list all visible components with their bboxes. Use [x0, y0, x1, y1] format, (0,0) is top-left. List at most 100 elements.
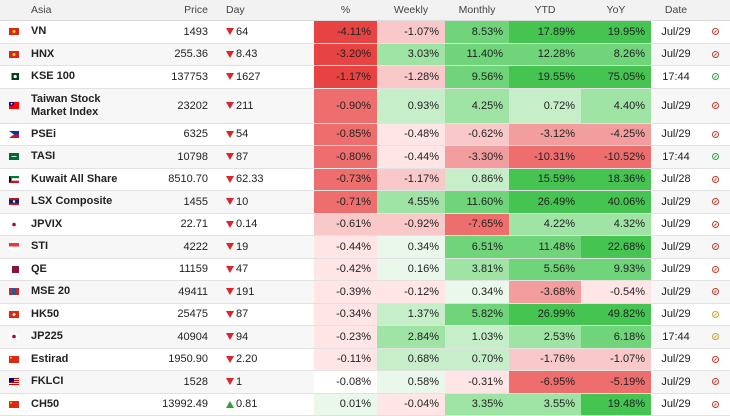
weekly-change-value: 0.58% — [377, 370, 445, 394]
monthly-change-value: -3.30% — [445, 145, 509, 169]
down-arrow-icon — [226, 102, 234, 110]
index-name-link[interactable]: Estirad — [27, 348, 124, 371]
column-header-day[interactable]: Day — [214, 0, 314, 21]
ytd-change-value: 3.55% — [509, 393, 581, 416]
price-value: 10798 — [124, 145, 214, 169]
date-value: 17:44 — [651, 325, 701, 349]
price-value: 1528 — [124, 370, 214, 394]
market-status-icon — [701, 190, 730, 214]
percent-change-value: -0.39% — [314, 280, 377, 304]
weekly-change-value: -1.07% — [377, 20, 445, 44]
index-name-link[interactable]: STI — [27, 235, 124, 259]
table-row[interactable]: Estirad 1950.90 2.20 -0.11% 0.68% 0.70% -1.76%… — [0, 348, 730, 371]
table-row[interactable]: PSEi 6325 54 -0.85% -0.48% -0.62% -3.12% -4.25%… — [0, 123, 730, 146]
yoy-change-value: -0.54% — [581, 280, 651, 304]
day-change-value: 62.33 — [236, 173, 264, 186]
column-header-name[interactable]: Asia — [27, 0, 124, 21]
monthly-change-value: -0.62% — [445, 123, 509, 146]
yoy-change-value: -5.19% — [581, 370, 651, 394]
column-header-monthly[interactable]: Monthly — [445, 0, 509, 21]
table-row[interactable]: MSE 20 49411 191 -0.39% -0.12% 0.34% -3.68% -0.… — [0, 280, 730, 304]
market-status-icon — [701, 168, 730, 191]
down-arrow-icon — [226, 220, 234, 228]
weekly-change-value: -0.92% — [377, 213, 445, 236]
monthly-change-value: 6.51% — [445, 235, 509, 259]
country-flag-icon — [0, 235, 27, 259]
day-change-value: 1627 — [236, 70, 261, 83]
ytd-change-value: 15.59% — [509, 168, 581, 191]
table-row[interactable]: STI 4222 19 -0.44% 0.34% 6.51% 11.48% 22.68% Jul… — [0, 235, 730, 259]
day-change-value: 94 — [236, 330, 249, 343]
table-row[interactable]: CH50 13992.49 0.81 0.01% -0.04% 3.35% 3.55% 19.… — [0, 393, 730, 416]
price-value: 8510.70 — [124, 168, 214, 191]
ytd-change-value: -1.76% — [509, 348, 581, 371]
yoy-change-value: 8.26% — [581, 43, 651, 66]
monthly-change-value: 11.40% — [445, 43, 509, 66]
country-flag-icon — [0, 168, 27, 191]
day-change-value: 87 — [236, 308, 249, 321]
table-row[interactable]: LSX Composite 1455 10 -0.71% 4.55% 11.60% 26.4… — [0, 190, 730, 214]
column-header-percent[interactable]: % — [314, 0, 377, 21]
index-name-link[interactable]: LSX Composite — [27, 190, 124, 214]
percent-change-value: -1.17% — [314, 65, 377, 89]
index-name-link[interactable]: CH50 — [27, 393, 124, 416]
index-name-link[interactable]: Taiwan Stock Market Index — [27, 88, 124, 124]
column-header-yoy[interactable]: YoY — [581, 0, 651, 21]
down-arrow-icon — [226, 265, 234, 273]
table-row[interactable]: HNX 255.36 8.43 -3.20% 3.03% 11.40% 12.28% 8.26… — [0, 43, 730, 66]
date-value: Jul/28 — [651, 168, 701, 191]
down-arrow-icon — [226, 130, 234, 138]
index-name-link[interactable]: JPVIX — [27, 213, 124, 236]
table-row[interactable]: JP225 40904 94 -0.23% 2.84% 1.03% 2.53% 6.18% 17… — [0, 325, 730, 349]
index-name-link[interactable]: TASI — [27, 145, 124, 169]
index-name-link[interactable]: VN — [27, 20, 124, 44]
column-header-price[interactable]: Price — [124, 0, 214, 21]
date-value: 17:44 — [651, 65, 701, 89]
column-header-weekly[interactable]: Weekly — [377, 0, 445, 21]
date-value: 17:44 — [651, 145, 701, 169]
date-value: Jul/29 — [651, 123, 701, 146]
index-name-link[interactable]: HK50 — [27, 303, 124, 326]
percent-change-value: -0.34% — [314, 303, 377, 326]
weekly-change-value: 0.16% — [377, 258, 445, 281]
weekly-change-value: -0.48% — [377, 123, 445, 146]
weekly-change-value: 2.84% — [377, 325, 445, 349]
table-row[interactable]: Kuwait All Share 8510.70 62.33 -0.73% -1.17%… — [0, 168, 730, 191]
country-flag-icon — [0, 303, 27, 326]
index-name-link[interactable]: KSE 100 — [27, 65, 124, 89]
price-value: 11159 — [124, 258, 214, 281]
status-column-header — [701, 0, 730, 21]
table-row[interactable]: HK50 25475 87 -0.34% 1.37% 5.82% 26.99% 49.82% J… — [0, 303, 730, 326]
index-name-link[interactable]: PSEi — [27, 123, 124, 146]
percent-change-value: -0.85% — [314, 123, 377, 146]
index-name-link[interactable]: Kuwait All Share — [27, 168, 124, 191]
percent-change-value: -0.42% — [314, 258, 377, 281]
ytd-change-value: 26.99% — [509, 303, 581, 326]
date-value: Jul/29 — [651, 88, 701, 124]
date-value: Jul/29 — [651, 393, 701, 416]
table-row[interactable]: JPVIX 22.71 0.14 -0.61% -0.92% -7.65% 4.22% 4.3… — [0, 213, 730, 236]
column-header-ytd[interactable]: YTD — [509, 0, 581, 21]
ytd-change-value: 26.49% — [509, 190, 581, 214]
ytd-change-value: 11.48% — [509, 235, 581, 259]
date-value: Jul/29 — [651, 213, 701, 236]
column-header-date[interactable]: Date — [651, 0, 701, 21]
table-row[interactable]: QE 11159 47 -0.42% 0.16% 3.81% 5.56% 9.93% Jul/2… — [0, 258, 730, 281]
weekly-change-value: -1.17% — [377, 168, 445, 191]
day-change-cell: 211 — [214, 88, 314, 124]
table-row[interactable]: TASI 10798 87 -0.80% -0.44% -3.30% -10.31% -10.… — [0, 145, 730, 169]
table-row[interactable]: Taiwan Stock Market Index 23202 211 -0.90% 0… — [0, 88, 730, 124]
index-name-link[interactable]: JP225 — [27, 325, 124, 349]
monthly-change-value: 4.25% — [445, 88, 509, 124]
index-name-link[interactable]: HNX — [27, 43, 124, 66]
table-row[interactable]: FKLCI 1528 1 -0.08% 0.58% -0.31% -6.95% -5.19% J… — [0, 370, 730, 394]
ytd-change-value: 12.28% — [509, 43, 581, 66]
index-name-link[interactable]: MSE 20 — [27, 280, 124, 304]
monthly-change-value: 3.81% — [445, 258, 509, 281]
index-name-link[interactable]: QE — [27, 258, 124, 281]
table-row[interactable]: KSE 100 137753 1627 -1.17% -1.28% 9.56% 19.55%… — [0, 65, 730, 89]
table-row[interactable]: VN 1493 64 -4.11% -1.07% 8.53% 17.89% 19.95% Jul… — [0, 20, 730, 44]
yoy-change-value: -10.52% — [581, 145, 651, 169]
day-change-cell: 0.14 — [214, 213, 314, 236]
index-name-link[interactable]: FKLCI — [27, 370, 124, 394]
